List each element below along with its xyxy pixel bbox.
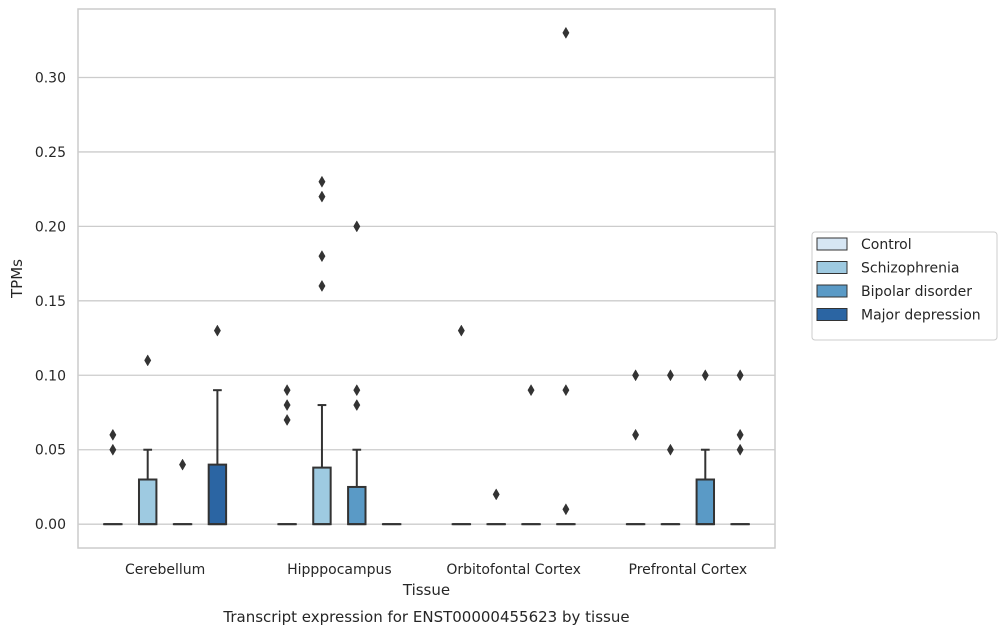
legend-label: Control	[861, 237, 912, 253]
y-tick-label: 0.20	[35, 219, 66, 235]
y-tick-label: 0.05	[35, 443, 66, 459]
plot-area-frame	[77, 8, 776, 549]
box-group	[521, 384, 541, 526]
box-group	[312, 175, 332, 526]
box	[695, 478, 716, 526]
box-group	[486, 488, 506, 526]
box-group	[103, 428, 123, 526]
legend-swatch	[816, 284, 848, 298]
outlier-point	[283, 413, 291, 426]
outlier-point	[318, 190, 326, 203]
plot-marks	[103, 26, 750, 526]
outlier-point	[562, 384, 570, 397]
y-tick-label: 0.15	[35, 294, 66, 310]
outlier-point	[179, 458, 187, 471]
outlier-point	[736, 369, 744, 382]
x-tick-label: Cerebellum	[125, 562, 205, 578]
y-axis-tick-labels: 0.00 0.05 0.10 0.15 0.20 0.25 0.30	[35, 70, 66, 533]
box-group	[660, 369, 681, 526]
x-axis-tick-labels: Cerebellum Hipppocampus Orbitofontal Corte…	[125, 562, 747, 578]
outlier-point	[736, 443, 744, 456]
y-tick-label: 0.10	[35, 368, 66, 384]
legend-swatch	[816, 237, 848, 251]
outlier-point	[666, 443, 674, 456]
y-tick-label: 0.30	[35, 70, 66, 86]
outlier-point	[283, 399, 291, 412]
x-axis-label: Tissue	[402, 581, 450, 599]
outlier-point	[562, 503, 570, 516]
outlier-point	[562, 26, 570, 39]
legend-swatch	[816, 261, 848, 274]
outlier-point	[527, 384, 535, 397]
box-group	[207, 324, 228, 526]
outlier-point	[632, 428, 640, 441]
gridlines	[78, 76, 775, 525]
outlier-point	[109, 443, 117, 456]
box	[347, 485, 367, 526]
outlier-point	[318, 279, 326, 292]
x-tick-label: Hipppocampus	[287, 562, 392, 578]
outlier-point	[492, 488, 500, 501]
x-tick-label: Orbitofontal Cortex	[446, 562, 581, 578]
box-group	[695, 369, 716, 526]
box-group	[137, 354, 158, 526]
chart-caption: Transcript expression for ENST0000045562…	[222, 608, 629, 626]
outlier-point	[666, 369, 674, 382]
outlier-point	[318, 175, 326, 188]
outlier-point	[353, 220, 361, 233]
y-tick-label: 0.25	[35, 145, 66, 161]
legend: Control Schizophrenia Bipolar disorder Majo…	[811, 231, 998, 341]
outlier-point	[283, 384, 291, 397]
legend-label: Bipolar disorder	[861, 284, 972, 300]
x-tick-label: Prefrontal Cortex	[629, 562, 748, 578]
box-group	[277, 384, 297, 526]
outlier-point	[318, 250, 326, 263]
outlier-point	[457, 324, 465, 337]
box-group	[556, 26, 576, 526]
box-group	[451, 324, 472, 526]
box-group	[730, 369, 750, 526]
box-group	[347, 220, 367, 526]
box-group	[625, 369, 646, 526]
legend-label: Major depression	[861, 308, 981, 324]
outlier-point	[353, 384, 361, 397]
box	[207, 463, 228, 526]
y-axis-label: TPMs	[8, 259, 26, 299]
legend-swatch	[816, 308, 848, 321]
box-group	[172, 458, 193, 526]
outlier-point	[213, 324, 221, 337]
legend-frame	[811, 231, 998, 341]
box	[137, 478, 158, 526]
legend-label: Schizophrenia	[861, 261, 959, 277]
outlier-point	[144, 354, 152, 367]
outlier-point	[109, 428, 117, 441]
outlier-point	[632, 369, 640, 382]
outlier-point	[736, 428, 744, 441]
box	[312, 466, 332, 526]
y-tick-label: 0.00	[35, 517, 66, 533]
outlier-point	[701, 369, 709, 382]
outlier-point	[353, 399, 361, 412]
